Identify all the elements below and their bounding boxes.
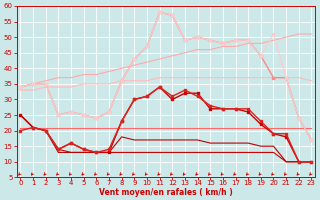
- X-axis label: Vent moyen/en rafales ( km/h ): Vent moyen/en rafales ( km/h ): [99, 188, 233, 197]
